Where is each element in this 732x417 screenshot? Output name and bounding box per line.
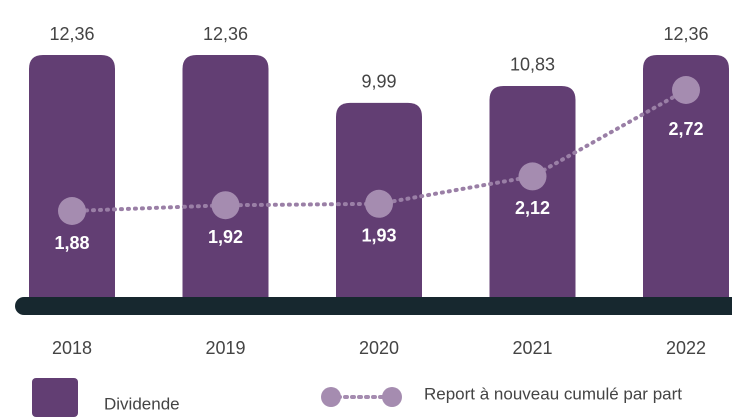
bar-value-label: 9,99 bbox=[361, 72, 396, 92]
line-point bbox=[58, 197, 86, 225]
bar bbox=[489, 85, 576, 314]
bar bbox=[182, 55, 269, 313]
legend-marker bbox=[321, 387, 341, 407]
x-tick-label: 2021 bbox=[512, 338, 552, 358]
line-point bbox=[211, 191, 240, 220]
bar-value-label: 10,83 bbox=[510, 55, 555, 75]
line-value-label: 1,93 bbox=[361, 226, 396, 246]
bar bbox=[643, 55, 729, 313]
line-value-label: 2,72 bbox=[668, 119, 703, 139]
x-tick-label: 2019 bbox=[205, 338, 245, 358]
bar-value-label: 12,36 bbox=[49, 24, 94, 44]
line-point bbox=[518, 162, 547, 191]
x-tick-label: 2020 bbox=[359, 338, 399, 358]
line-value-label: 1,92 bbox=[208, 227, 243, 247]
line-value-label: 1,88 bbox=[54, 233, 89, 253]
legend-label: Report à nouveau cumulé par part bbox=[424, 384, 682, 403]
legend-swatch-bar bbox=[32, 378, 78, 417]
x-tick-label: 2022 bbox=[666, 338, 706, 358]
x-tick-label: 2018 bbox=[52, 338, 92, 358]
bar-value-label: 12,36 bbox=[663, 24, 708, 44]
bar-value-label: 12,36 bbox=[203, 24, 248, 44]
bar bbox=[29, 55, 115, 313]
line-point bbox=[365, 189, 393, 218]
legend-label: Dividende bbox=[104, 394, 180, 413]
legend-marker bbox=[382, 387, 402, 407]
line-point bbox=[672, 76, 700, 104]
line-value-label: 2,12 bbox=[515, 198, 550, 218]
